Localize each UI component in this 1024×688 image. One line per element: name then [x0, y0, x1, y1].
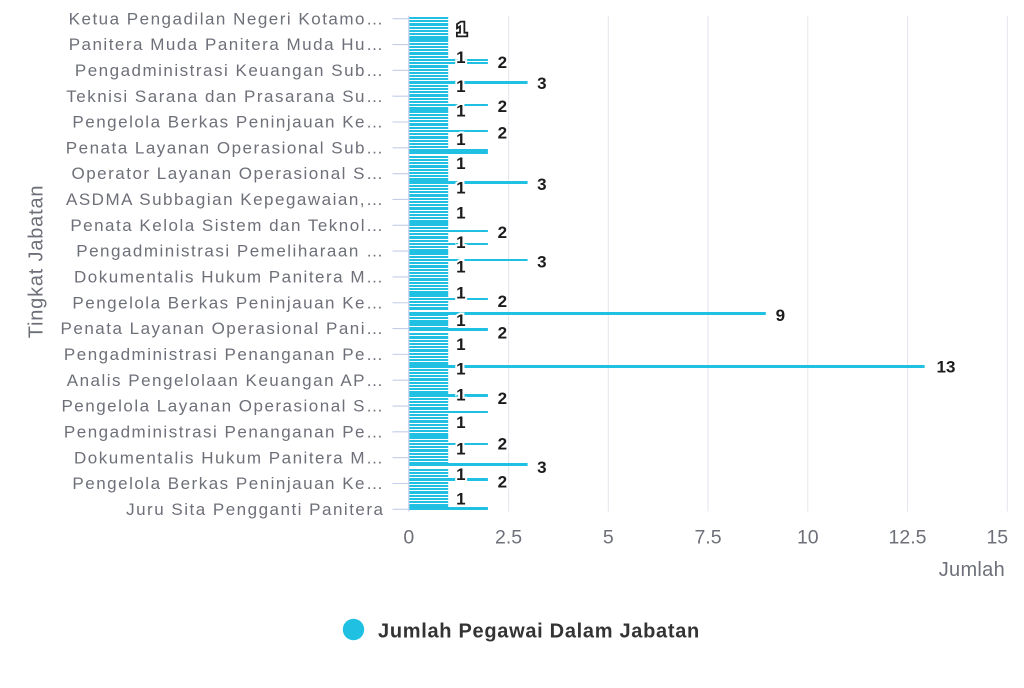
svg-text:3: 3: [537, 175, 546, 194]
svg-text:Jumlah: Jumlah: [939, 559, 1005, 581]
svg-text:1: 1: [456, 258, 465, 277]
svg-text:15: 15: [986, 526, 1008, 548]
svg-text:Dokumentalis Hukum Panitera M…: Dokumentalis Hukum Panitera M…: [74, 448, 384, 467]
svg-text:ASDMA Subbagian Kepegawaian,…: ASDMA Subbagian Kepegawaian,…: [66, 190, 385, 209]
svg-text:Pengelola Berkas Peninjauan Ke: Pengelola Berkas Peninjauan Ke…: [72, 474, 384, 493]
svg-text:1: 1: [456, 130, 465, 149]
svg-text:1: 1: [456, 154, 465, 173]
svg-text:Penata Layanan Operasional Pan: Penata Layanan Operasional Pani…: [61, 319, 385, 338]
svg-text:1: 1: [456, 311, 465, 330]
svg-text:1: 1: [457, 19, 467, 40]
svg-text:2: 2: [498, 97, 507, 116]
svg-text:Jumlah Pegawai Dalam Jabatan: Jumlah Pegawai Dalam Jabatan: [378, 621, 700, 643]
svg-text:1: 1: [456, 440, 465, 459]
svg-text:2: 2: [498, 435, 507, 454]
svg-text:Pengadministrasi Keuangan Sub…: Pengadministrasi Keuangan Sub…: [75, 61, 385, 80]
svg-text:12.5: 12.5: [889, 526, 927, 548]
svg-text:2.5: 2.5: [495, 526, 522, 548]
svg-text:Analis Pengelolaan Keuangan AP: Analis Pengelolaan Keuangan AP…: [67, 371, 385, 390]
svg-text:1: 1: [456, 465, 465, 484]
svg-text:Ketua Pengadilan Negeri Kotamo: Ketua Pengadilan Negeri Kotamo…: [69, 9, 385, 28]
svg-text:2: 2: [498, 124, 507, 143]
svg-text:2: 2: [498, 292, 507, 311]
svg-text:3: 3: [537, 253, 546, 272]
svg-text:2: 2: [498, 223, 507, 242]
svg-text:Pengadministrasi Penanganan Pe: Pengadministrasi Penanganan Pe…: [64, 422, 385, 441]
svg-text:Operator Layanan Operasional S: Operator Layanan Operasional S…: [72, 164, 385, 183]
svg-text:1: 1: [456, 360, 465, 379]
svg-text:Penata Kelola Sistem dan Tekno: Penata Kelola Sistem dan Teknol…: [70, 216, 384, 235]
svg-text:10: 10: [797, 526, 819, 548]
svg-text:Pengadministrasi Pemeliharaan: Pengadministrasi Pemeliharaan …: [76, 242, 384, 261]
svg-text:1: 1: [456, 283, 465, 302]
svg-text:3: 3: [537, 74, 546, 93]
svg-text:1: 1: [457, 19, 467, 40]
svg-text:2: 2: [498, 53, 507, 72]
svg-text:Panitera Muda Panitera Muda Hu: Panitera Muda Panitera Muda Hu…: [69, 35, 385, 54]
svg-text:1: 1: [456, 204, 465, 223]
svg-text:9: 9: [776, 306, 785, 325]
svg-text:1: 1: [456, 77, 465, 96]
svg-text:1: 1: [456, 233, 465, 252]
svg-text:1: 1: [456, 48, 465, 67]
svg-text:Pengelola Layanan Operasional: Pengelola Layanan Operasional S…: [61, 397, 384, 416]
svg-text:Dokumentalis Hukum Panitera M…: Dokumentalis Hukum Panitera M…: [74, 268, 384, 287]
svg-text:1: 1: [456, 179, 465, 198]
svg-text:0: 0: [403, 526, 414, 548]
svg-text:Teknisi Sarana dan Prasarana S: Teknisi Sarana dan Prasarana Su…: [66, 87, 384, 106]
svg-text:5: 5: [603, 526, 614, 548]
svg-text:1: 1: [456, 413, 465, 432]
svg-text:Pengelola Berkas Peninjauan Ke: Pengelola Berkas Peninjauan Ke…: [72, 293, 384, 312]
svg-text:Pengadministrasi Penanganan Pe: Pengadministrasi Penanganan Pe…: [64, 345, 385, 364]
svg-text:2: 2: [498, 389, 507, 408]
svg-text:1: 1: [456, 335, 465, 354]
svg-text:1: 1: [456, 490, 465, 509]
svg-text:3: 3: [537, 458, 546, 477]
svg-text:Penata Layanan Operasional Sub: Penata Layanan Operasional Sub…: [66, 138, 385, 157]
svg-text:Juru Sita Pengganti Panitera: Juru Sita Pengganti Panitera: [126, 500, 384, 519]
svg-text:1: 1: [456, 385, 465, 404]
svg-text:Tingkat Jabatan: Tingkat Jabatan: [26, 185, 48, 339]
svg-text:Pengelola Berkas Peninjauan Ke: Pengelola Berkas Peninjauan Ke…: [72, 113, 384, 132]
svg-text:7.5: 7.5: [694, 526, 721, 548]
svg-text:13: 13: [937, 358, 956, 377]
svg-text:1: 1: [456, 102, 465, 121]
svg-text:2: 2: [498, 324, 507, 343]
svg-text:2: 2: [498, 473, 507, 492]
